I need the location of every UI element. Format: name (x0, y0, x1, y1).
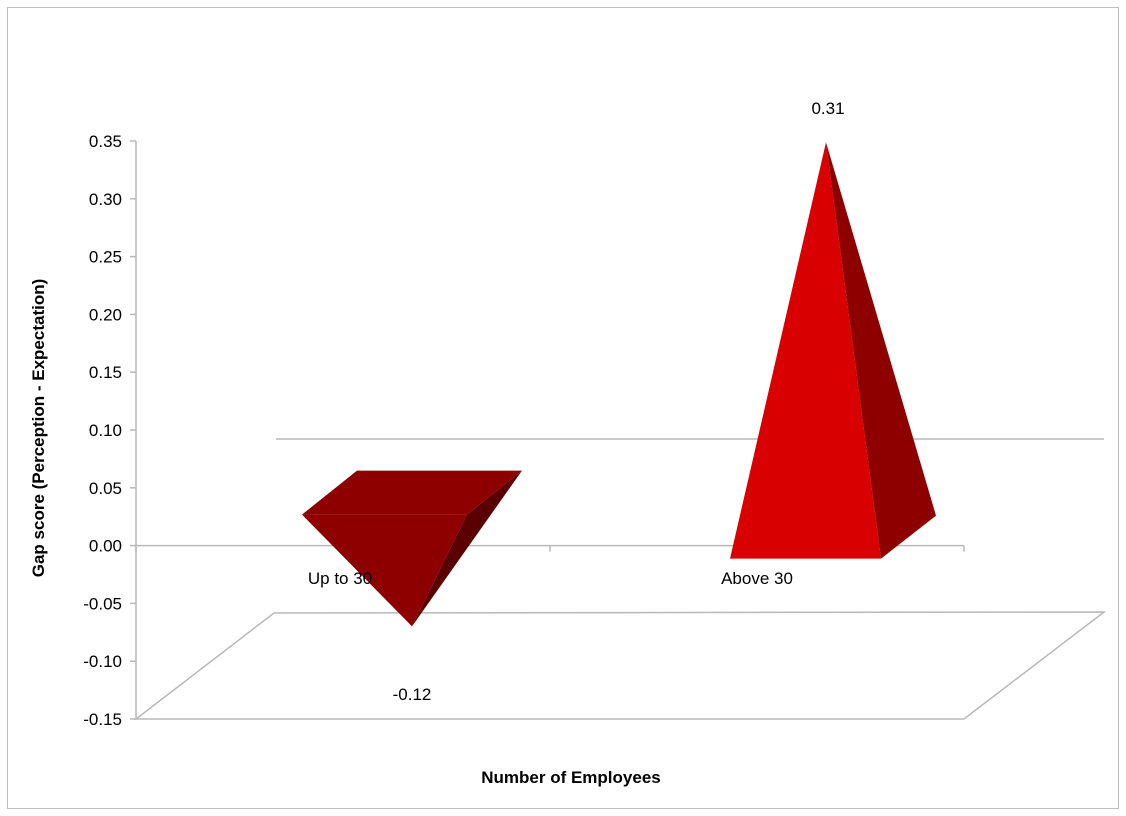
y-tick-label: -0.15 (83, 710, 122, 729)
data-labels: -0.12 0.31 (393, 99, 845, 704)
floor-plane (133, 611, 1107, 720)
data-series (302, 142, 936, 627)
y-tick-label: 0.10 (89, 421, 122, 440)
y-tick-label: 0.20 (89, 305, 122, 324)
x-tick-label: Up to 30 (308, 569, 372, 588)
y-tick-label: 0.15 (89, 363, 122, 382)
y-tick-label: 0.05 (89, 479, 122, 498)
y-axis-title: Gap score (Perception - Expectation) (29, 279, 48, 578)
pyramid-side-face (826, 142, 936, 559)
x-tick-label: Above 30 (721, 569, 793, 588)
y-tick-label: 0.00 (89, 537, 122, 556)
pyramid-front-face (730, 142, 881, 559)
data-label: 0.31 (811, 99, 844, 118)
y-tick-label: -0.05 (83, 594, 122, 613)
x-tick-labels: Up to 30 Above 30 (308, 569, 793, 588)
x-axis-title: Number of Employees (481, 768, 661, 787)
bar-2 (730, 142, 936, 559)
chart-floor (133, 438, 1107, 720)
y-tick-label: 0.25 (89, 248, 122, 267)
y-tick-label: 0.35 (89, 132, 122, 151)
pyramid-top-face (302, 470, 522, 515)
y-tick-label: 0.30 (89, 190, 122, 209)
y-tick-labels: 0.35 0.30 0.25 0.20 0.15 0.10 0.05 0.00 -0.05 -0.… (83, 132, 122, 729)
pyramid-side-face (412, 470, 522, 627)
data-label: -0.12 (393, 685, 432, 704)
y-tick-label: -0.10 (83, 652, 122, 671)
pyramid-front-face (302, 514, 467, 627)
bar-1 (302, 470, 522, 627)
